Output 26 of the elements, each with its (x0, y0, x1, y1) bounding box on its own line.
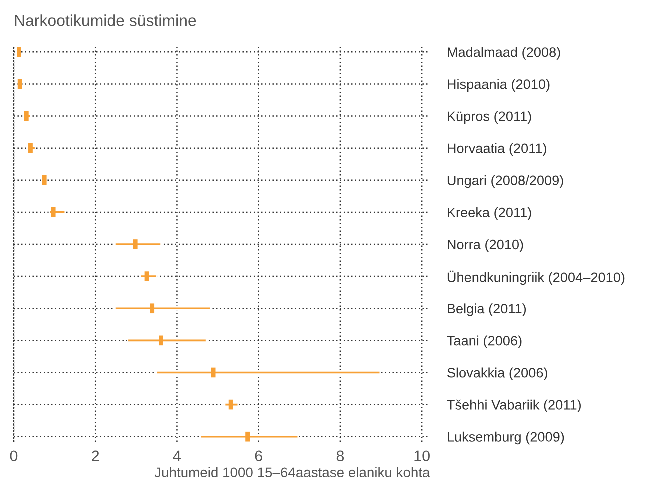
y-tick-label: Norra (2010) (448, 240, 524, 252)
x-tick-label: 4 (173, 450, 182, 462)
y-tick-label: Belgia (2011) (448, 304, 526, 316)
y-tick-label: Luksemburg (2009) (448, 432, 564, 445)
bar (114, 306, 212, 311)
y-tick-label: Kreeka (2011) (448, 208, 532, 220)
y-tick-label: Taani (2006) (447, 336, 522, 348)
bar (156, 370, 382, 376)
x-tick-label: 0 (10, 450, 18, 462)
chart-title: Narkootikumide süstimine (15, 14, 196, 26)
bar (200, 434, 300, 440)
y-tick-label: Ungari (2008/2009) (448, 175, 564, 188)
y-tick-label: Ühendkuningriik (2004–2010) (448, 270, 625, 286)
x-axis-title: Juhtumeid 1000 15–64aastase elaniku kohta (154, 467, 430, 478)
y-tick-label: Madalmaad (2008) (448, 47, 560, 60)
y-tick-label: Slovakkia (2006) (448, 368, 548, 380)
y-tick-label: Küpros (2011) (448, 111, 532, 124)
bar (127, 338, 208, 343)
x-tick-label: 2 (92, 450, 100, 462)
y-tick-label: Horvaatia (2011) (448, 143, 546, 156)
y-tick-label: Hispaania (2010) (448, 79, 550, 92)
x-tick-label: 6 (255, 450, 262, 462)
bar (114, 242, 162, 247)
y-tick-label: Tšehhi Vabariik (2011) (447, 400, 581, 413)
x-tick-label: 8 (336, 450, 344, 462)
x-tick-label: 10 (414, 450, 430, 462)
